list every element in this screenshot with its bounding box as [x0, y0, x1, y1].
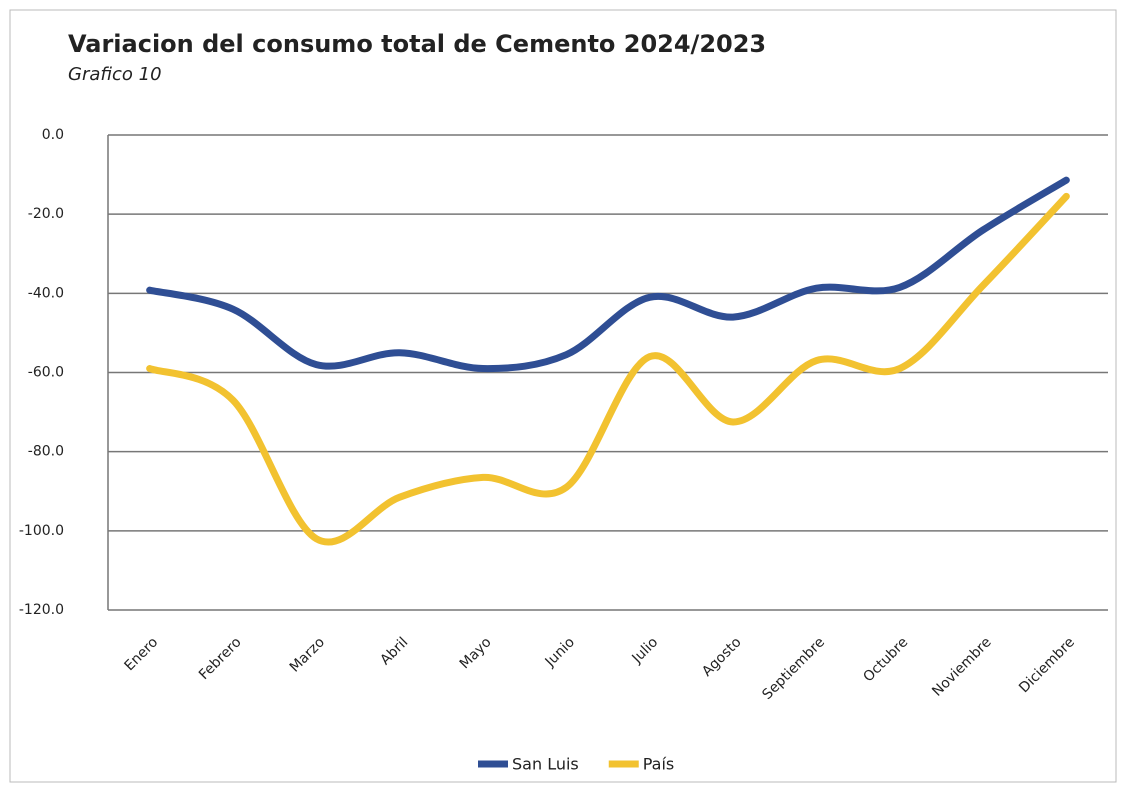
- y-tick-label: -100.0: [19, 523, 64, 539]
- frame: [9, 9, 1117, 783]
- series-line: [146, 192, 1070, 546]
- y-tick-label: 0.0: [42, 127, 64, 143]
- legend-label: San Luis: [512, 755, 579, 774]
- y-tick-label: -120.0: [19, 602, 64, 618]
- y-tick-label: -40.0: [28, 285, 64, 301]
- legend-label: País: [643, 755, 675, 774]
- chart-subtitle: Grafico 10: [68, 64, 162, 85]
- y-tick-label: -20.0: [28, 206, 64, 222]
- y-tick-label: -80.0: [28, 444, 64, 460]
- y-tick-label: -60.0: [28, 365, 64, 381]
- series-line: [146, 176, 1070, 373]
- chart-title: Variacion del consumo total de Cemento 2…: [68, 30, 766, 58]
